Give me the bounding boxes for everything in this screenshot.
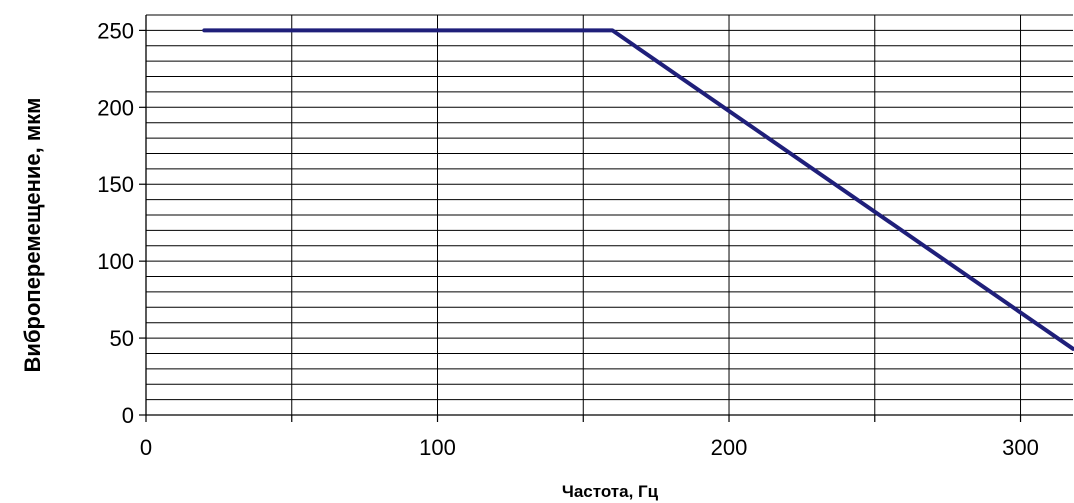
y-tick-label: 100 bbox=[97, 249, 134, 274]
x-axis-title: Частота, Гц bbox=[562, 482, 659, 501]
grid bbox=[146, 14, 1073, 415]
tick-labels: 0 50 100 150 200 250 0 100 200 300 bbox=[97, 18, 1039, 460]
x-tick-label: 300 bbox=[1002, 435, 1039, 460]
y-tick-label: 200 bbox=[97, 95, 134, 120]
y-tick-label: 50 bbox=[110, 326, 134, 351]
y-tick-label: 250 bbox=[97, 18, 134, 43]
x-tick-label: 200 bbox=[711, 435, 748, 460]
axes bbox=[139, 15, 1073, 422]
y-tick-label: 150 bbox=[97, 172, 134, 197]
series-layer bbox=[202, 28, 1074, 351]
y-tick-label: 0 bbox=[122, 403, 134, 428]
x-tick-label: 100 bbox=[419, 435, 456, 460]
series-line bbox=[202, 28, 1074, 351]
y-axis-title: Виброперемещение, мкм bbox=[20, 98, 45, 373]
x-tick-label: 0 bbox=[140, 435, 152, 460]
